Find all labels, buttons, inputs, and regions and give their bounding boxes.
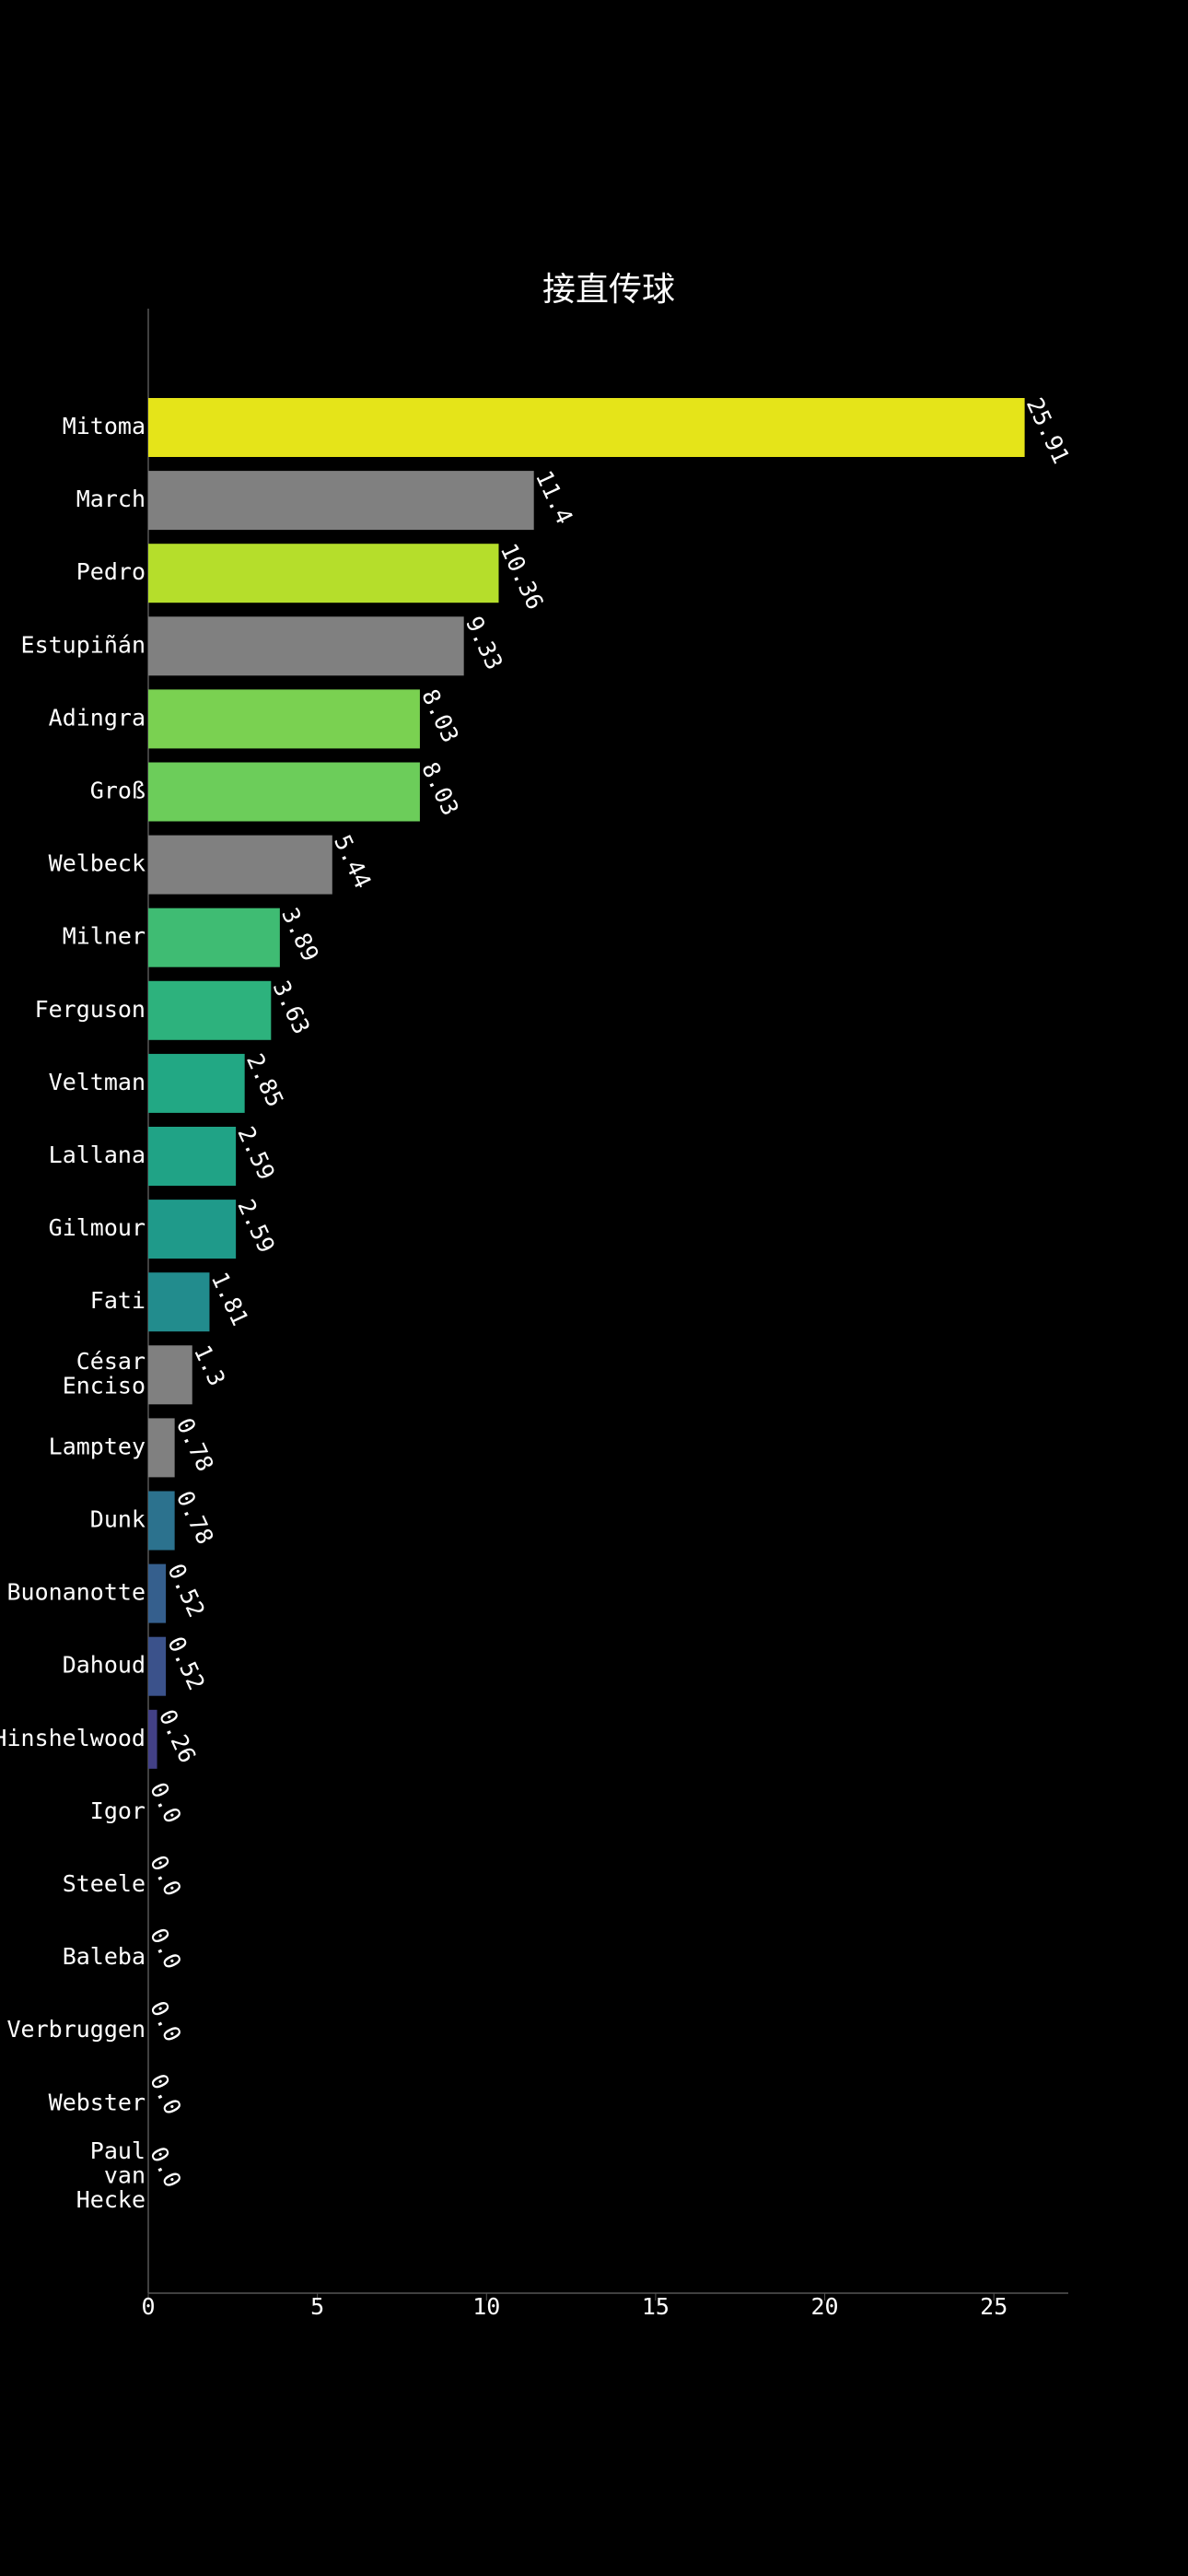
x-tick-label: 25	[980, 2293, 1007, 2320]
x-tick-label: 5	[310, 2293, 324, 2320]
value-label: 0.0	[145, 1778, 186, 1827]
value-label: 0.52	[162, 1560, 210, 1622]
bar	[148, 1200, 237, 1259]
bar	[148, 1345, 192, 1405]
x-tick-label: 10	[472, 2293, 500, 2320]
value-label: 8.03	[416, 685, 464, 747]
x-tick-label: 0	[141, 2293, 155, 2320]
bar	[148, 1491, 175, 1551]
y-tick-label: Hinshelwood	[0, 1725, 146, 1751]
value-label: 2.85	[241, 1049, 289, 1111]
value-label: 2.59	[232, 1122, 280, 1184]
y-tick-label: Lamptey	[49, 1433, 146, 1459]
bar	[148, 1709, 157, 1769]
y-tick-label: Pedro	[76, 558, 146, 585]
bar	[148, 762, 420, 822]
value-label: 11.4	[530, 466, 578, 528]
value-label: 0.0	[145, 2143, 186, 2192]
y-tick-label: Veltman	[49, 1069, 146, 1095]
value-label: 3.89	[276, 904, 324, 966]
y-tick-label: César Enciso	[63, 1348, 146, 1399]
y-tick-label: Dunk	[90, 1506, 146, 1533]
value-label: 25.91	[1021, 393, 1075, 467]
value-label: 9.33	[460, 613, 508, 674]
y-tick-label: Webster	[49, 2089, 146, 2115]
y-tick-label: Welbeck	[49, 850, 146, 877]
value-label: 0.0	[145, 1851, 186, 1900]
value-label: 0.78	[171, 1414, 219, 1476]
y-tick-label: Verbruggen	[6, 2016, 146, 2043]
bar	[148, 980, 272, 1040]
bar	[148, 1272, 210, 1332]
y-tick-label: Adingra	[49, 704, 146, 731]
bar	[148, 689, 420, 749]
value-label: 0.26	[154, 1705, 202, 1767]
y-tick-label: March	[76, 486, 146, 512]
x-tick-label: 20	[811, 2293, 839, 2320]
y-tick-label: Milner	[63, 923, 146, 950]
bar	[148, 907, 280, 967]
y-tick-label: Baleba	[63, 1943, 146, 1970]
y-tick-label: Dahoud	[63, 1652, 146, 1679]
value-label: 3.63	[268, 977, 316, 1038]
value-label: 0.52	[162, 1633, 210, 1694]
bar	[148, 544, 499, 603]
y-tick-label: Steele	[63, 1870, 146, 1897]
y-tick-label: Lallana	[49, 1142, 146, 1168]
y-tick-label: Gilmour	[49, 1214, 146, 1241]
y-tick-label: Fati	[90, 1287, 146, 1314]
y-tick-label: Mitoma	[63, 413, 146, 439]
bar	[148, 1053, 245, 1113]
bar	[148, 398, 1025, 457]
y-tick-label: Igor	[90, 1797, 146, 1824]
y-tick-label: Ferguson	[35, 996, 146, 1023]
y-tick-label: Estupiñán	[21, 631, 146, 658]
value-label: 2.59	[232, 1195, 280, 1257]
value-label: 5.44	[329, 831, 377, 893]
y-tick-label: Buonanotte	[6, 1579, 146, 1606]
value-label: 10.36	[495, 539, 549, 613]
bar	[148, 616, 464, 676]
value-label: 0.78	[171, 1487, 219, 1549]
value-label: 1.81	[206, 1268, 254, 1329]
value-label: 1.3	[189, 1341, 230, 1390]
value-label: 8.03	[416, 758, 464, 820]
bar	[148, 835, 332, 895]
bar	[148, 1636, 167, 1696]
bar	[148, 1418, 175, 1478]
value-label: 0.0	[145, 1996, 186, 2045]
bar	[148, 471, 534, 531]
bar	[148, 1563, 167, 1623]
x-tick-label: 15	[642, 2293, 670, 2320]
chart-title: 接直传球	[542, 271, 675, 309]
value-label: 0.0	[145, 2070, 186, 2119]
y-tick-label: Groß	[90, 778, 146, 804]
bar	[148, 1127, 237, 1186]
value-label: 0.0	[145, 1924, 186, 1973]
y-tick-label: Paul van Hecke	[76, 2137, 146, 2213]
